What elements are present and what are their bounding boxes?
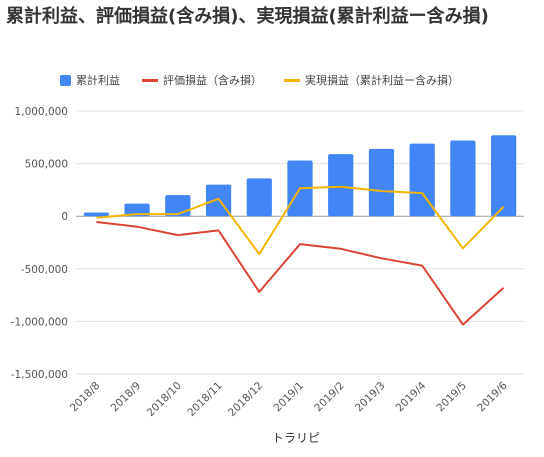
y-tick-label: -1,500,000 xyxy=(11,369,68,381)
x-tick-label: 2019/3 xyxy=(353,380,388,415)
x-tick-label: 2019/1 xyxy=(272,380,307,415)
legend: 累計利益 評価損益（含み損） 実現損益（累計利益ー含み損） xyxy=(60,72,459,88)
x-tick-label: 2018/8 xyxy=(68,380,103,415)
line-unrealized-loss xyxy=(96,221,505,326)
legend-swatch-line xyxy=(142,78,158,82)
bar-cumulative-profit xyxy=(450,140,476,217)
y-tick-label: -500,000 xyxy=(21,264,68,276)
bar-cumulative-profit xyxy=(124,203,150,217)
bar-cumulative-profit xyxy=(491,135,517,217)
legend-label: 累計利益 xyxy=(76,74,120,87)
x-tick-label: 2019/5 xyxy=(434,380,469,415)
legend-swatch-line xyxy=(284,78,300,82)
x-axis-label: トラリピ xyxy=(272,431,320,445)
x-tick-label: 2018/11 xyxy=(185,380,224,419)
bar-cumulative-profit xyxy=(328,154,354,217)
x-tick-label: 2018/12 xyxy=(226,380,265,419)
y-axis-ticks: 1,000,000 500,000 0 -500,000 -1,000,000 -1,50… xyxy=(11,106,68,381)
bar-series xyxy=(83,135,517,217)
x-tick-label: 2019/4 xyxy=(394,379,429,414)
chart-title: 累計利益、評価損益(含み損)、実現損益(累計利益ー含み損) xyxy=(6,6,489,27)
y-tick-label: 1,000,000 xyxy=(15,106,68,118)
legend-label: 評価損益（含み損） xyxy=(163,74,262,87)
x-tick-label: 2019/6 xyxy=(475,379,510,414)
x-tick-label: 2019/2 xyxy=(312,380,347,415)
x-tick-label: 2018/9 xyxy=(109,380,144,415)
bar-cumulative-profit xyxy=(246,178,272,217)
y-tick-label: -1,000,000 xyxy=(11,316,68,328)
legend-swatch-bar xyxy=(60,74,71,86)
bar-cumulative-profit xyxy=(368,148,395,217)
legend-item-cumulative-profit: 累計利益 xyxy=(60,72,120,88)
legend-label: 実現損益（累計利益ー含み損） xyxy=(305,74,459,87)
x-axis-ticks: 2018/8 2018/9 2018/10 2018/11 2018/12 2019/1 2… xyxy=(68,379,510,419)
bar-cumulative-profit xyxy=(83,212,109,217)
x-tick-label: 2018/10 xyxy=(145,380,184,419)
bar-cumulative-profit xyxy=(409,143,435,217)
y-tick-label: 500,000 xyxy=(25,159,68,171)
y-tick-label: 0 xyxy=(61,211,68,223)
line-realized-profit xyxy=(96,185,505,256)
line-series xyxy=(96,185,505,326)
legend-item-unrealized: 評価損益（含み損） xyxy=(142,72,262,88)
legend-item-realized: 実現損益（累計利益ー含み損） xyxy=(284,72,459,88)
